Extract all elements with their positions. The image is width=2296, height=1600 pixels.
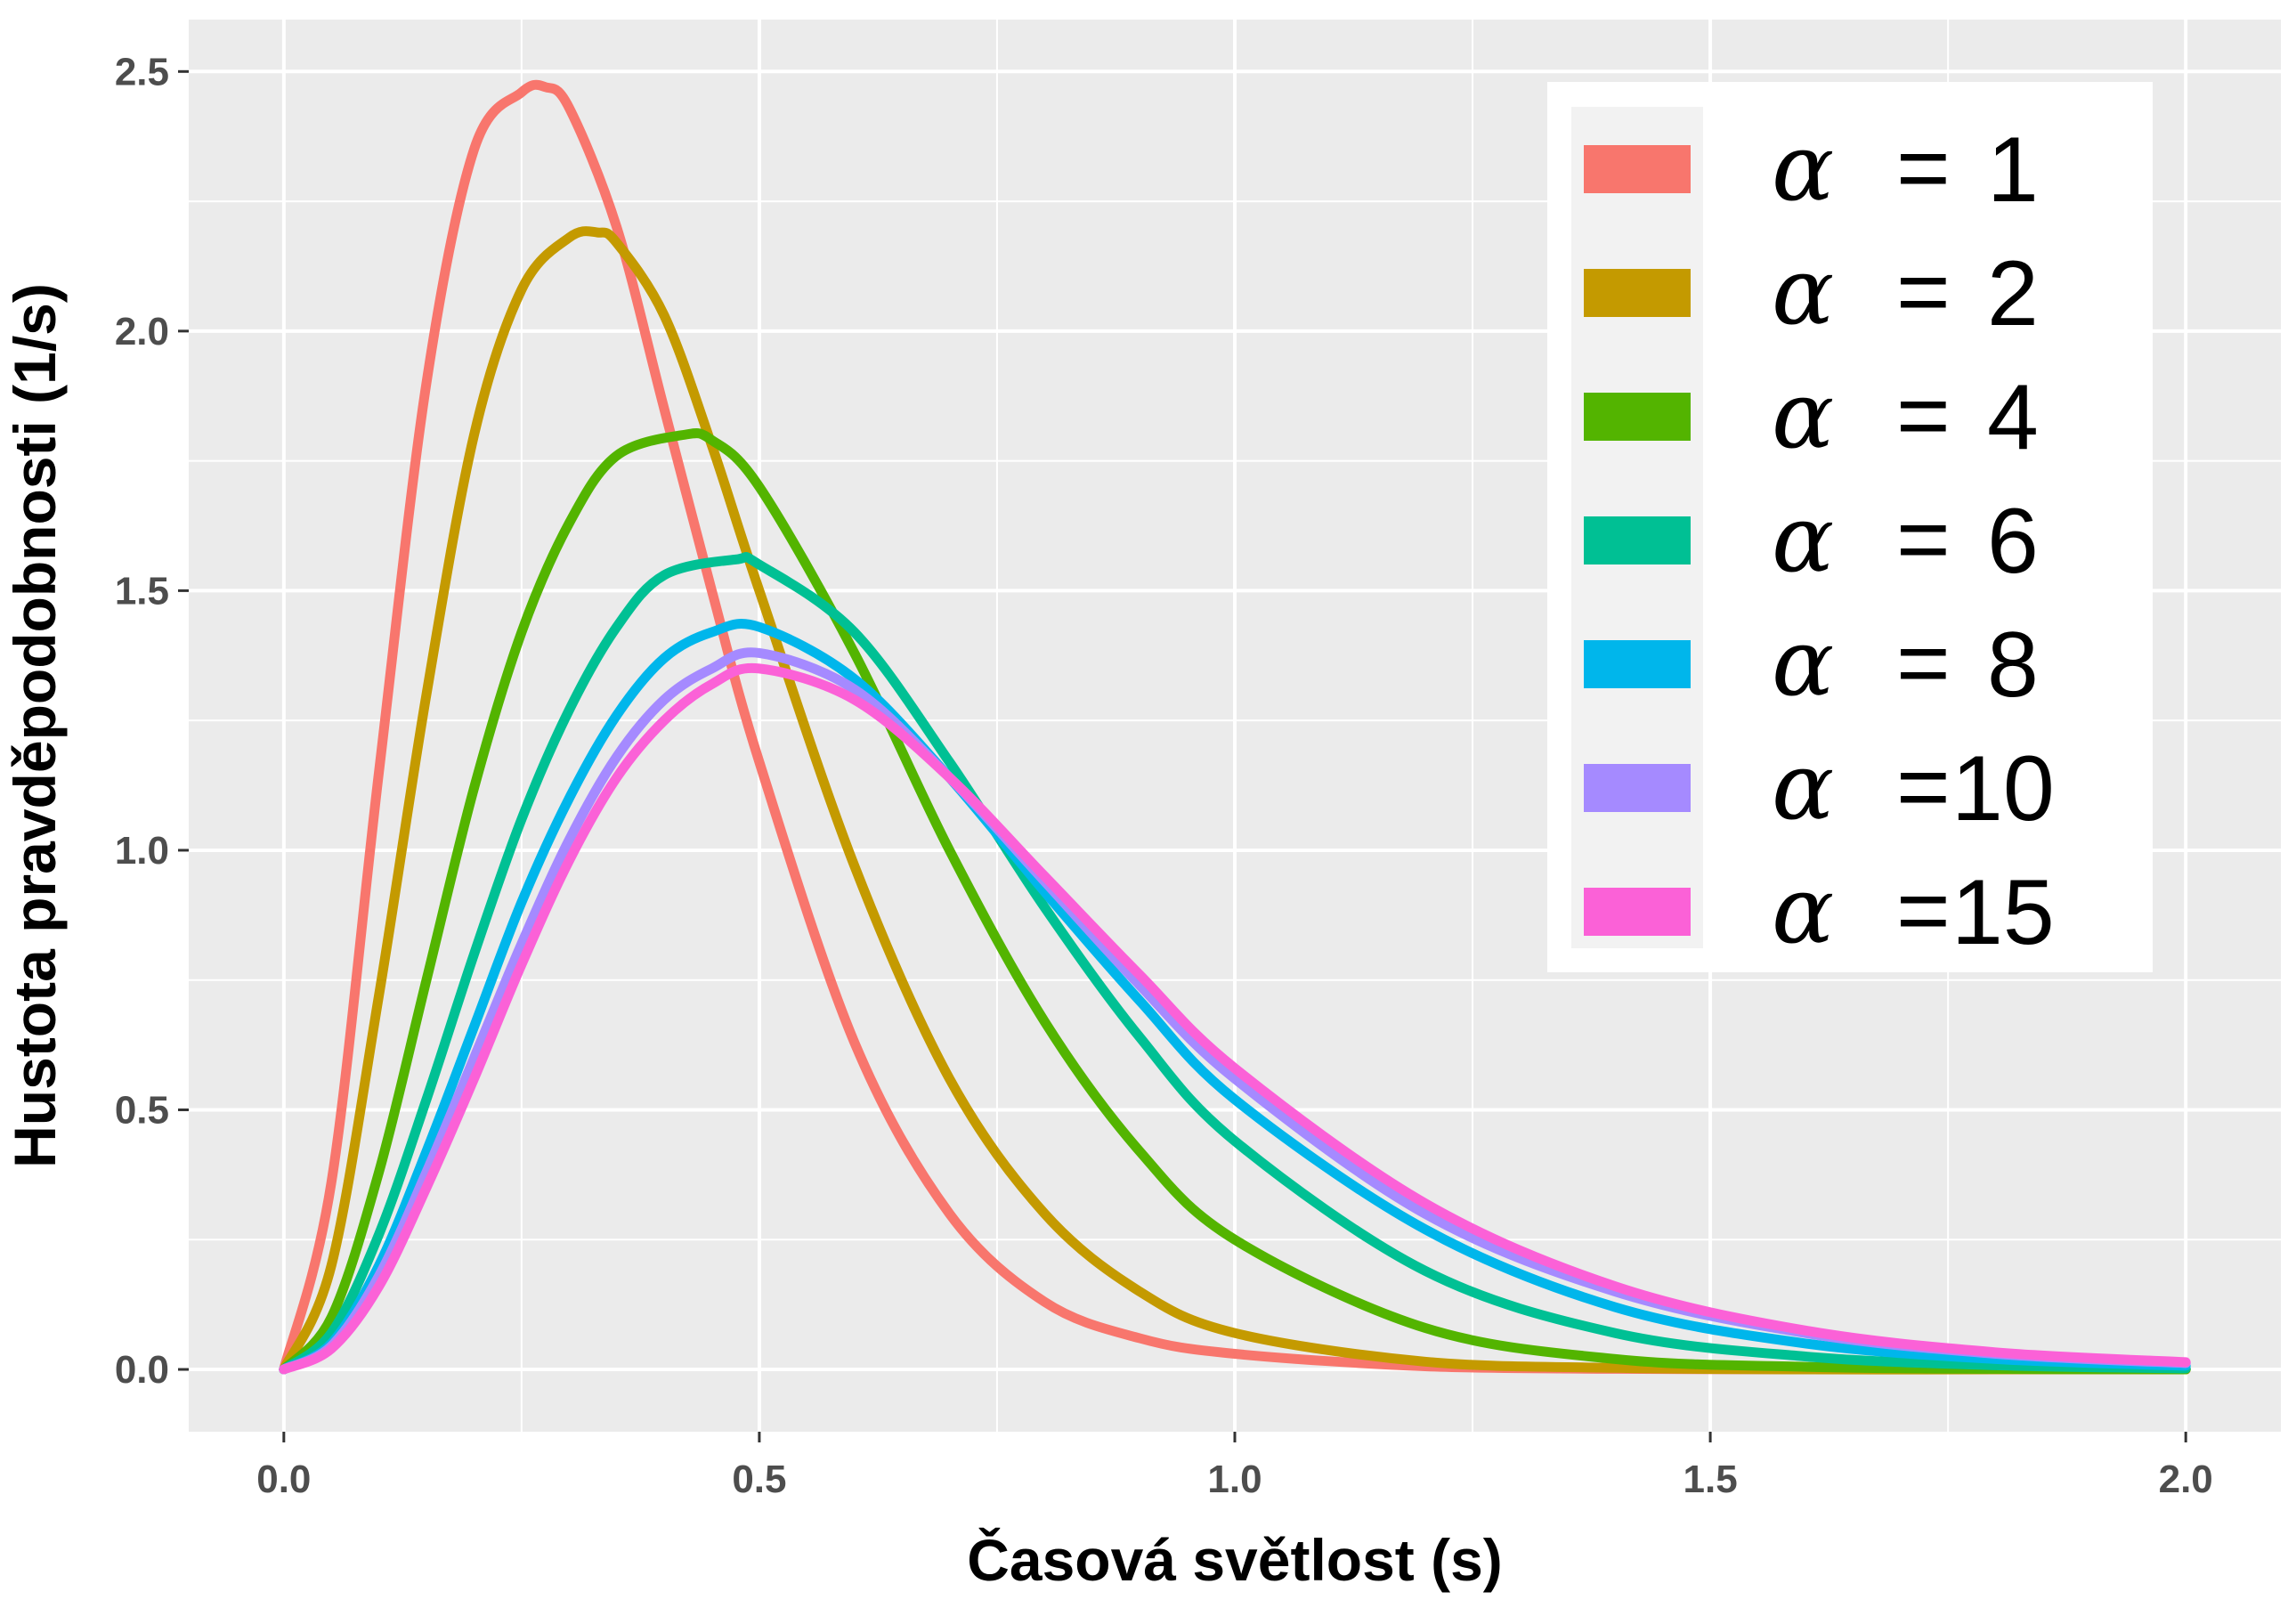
legend-alpha-symbol: α (1772, 237, 1834, 345)
legend-value-7: 15 (1951, 861, 2055, 964)
legend-alpha-symbol: α (1772, 608, 1834, 717)
legend-value-2: 2 (1987, 242, 2039, 345)
legend-alpha-symbol: α (1772, 113, 1834, 222)
legend-alpha-symbol: α (1772, 732, 1834, 841)
legend-swatch-4 (1584, 516, 1691, 564)
x-tick-label: 0.0 (256, 1458, 311, 1501)
legend-value-6: 10 (1951, 737, 2055, 841)
legend-swatch-3 (1584, 393, 1691, 441)
legend-alpha-symbol: α (1772, 856, 1834, 964)
y-tick-label: 2.5 (115, 50, 169, 93)
series-line-2 (279, 226, 2191, 1375)
y-tick-label: 0.0 (115, 1348, 169, 1392)
legend-value-3: 4 (1987, 366, 2039, 469)
legend-swatch-2 (1584, 269, 1691, 317)
legend-equals: = (1896, 488, 1951, 591)
y-tick-label: 2.0 (115, 310, 169, 353)
legend-equals: = (1896, 364, 1951, 467)
legend: α = 1α = 2α = 4α = 6α = 8α = 10α = 15 (1547, 82, 2153, 972)
series-line-5 (279, 619, 2191, 1375)
legend-equals: = (1896, 612, 1951, 715)
legend-equals: = (1896, 735, 1951, 839)
y-axis-ticks: 0.0 0.5 1.0 1.5 2.0 2.5 (115, 50, 189, 1392)
legend-value-1: 1 (1987, 118, 2039, 222)
legend-value-5: 8 (1987, 613, 2039, 717)
series-line-3 (279, 428, 2191, 1375)
x-axis-ticks: 0.0 0.5 1.0 1.5 2.0 (256, 1432, 2213, 1501)
x-tick-label: 0.5 (732, 1458, 786, 1501)
legend-swatch-1 (1584, 145, 1691, 193)
x-tick-label: 2.0 (2159, 1458, 2213, 1501)
series-line-7 (279, 662, 2191, 1375)
series-lines (279, 79, 2191, 1375)
y-tick-label: 0.5 (115, 1088, 169, 1132)
legend-alpha-symbol: α (1772, 484, 1834, 593)
x-axis-title: Časová světlost (s) (967, 1527, 1503, 1593)
legend-swatch-6 (1584, 764, 1691, 812)
y-axis-title: Hustota pravděpodobnosti (1/s) (2, 283, 68, 1168)
legend-equals: = (1896, 859, 1951, 962)
x-tick-label: 1.5 (1683, 1458, 1738, 1501)
legend-swatch-5 (1584, 640, 1691, 688)
legend-equals: = (1896, 240, 1951, 344)
series-line-4 (279, 552, 2191, 1375)
x-tick-label: 1.0 (1207, 1458, 1262, 1501)
legend-alpha-symbol: α (1772, 361, 1834, 469)
legend-value-4: 6 (1987, 490, 2039, 593)
y-tick-label: 1.5 (115, 569, 169, 613)
y-tick-label: 1.0 (115, 829, 169, 873)
legend-equals: = (1896, 117, 1951, 220)
legend-swatch-7 (1584, 888, 1691, 936)
